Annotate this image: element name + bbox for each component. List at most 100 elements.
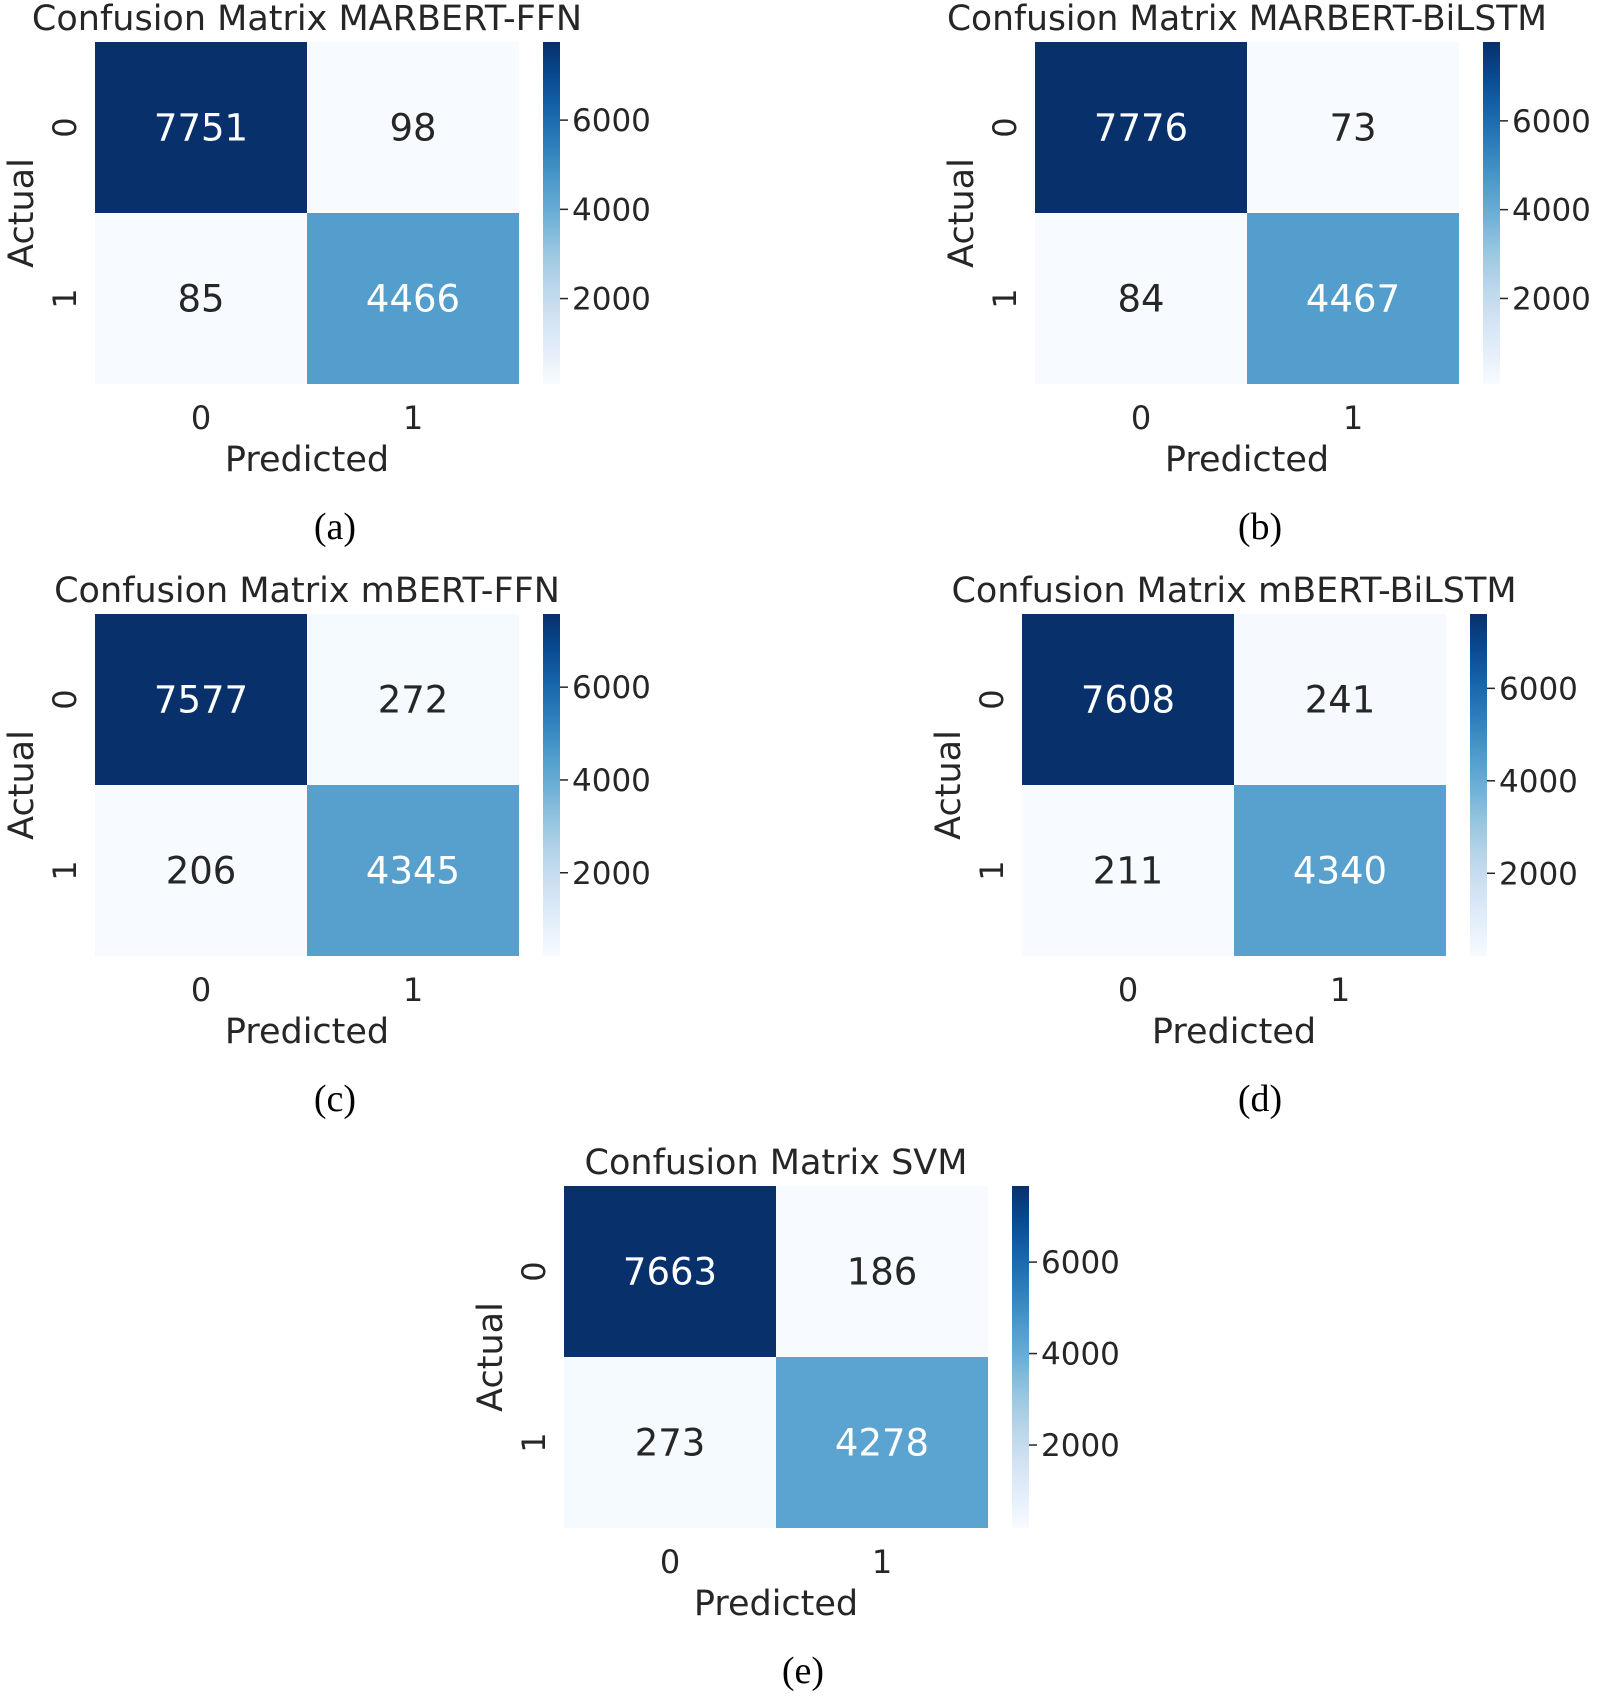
chart-title: Confusion Matrix mBERT-BiLSTM: [951, 571, 1516, 611]
colorbar: [1483, 42, 1500, 384]
cell-value-label: 98: [389, 107, 436, 150]
x-tick-label: 1: [403, 971, 423, 1009]
heatmap-cell: [1022, 614, 1234, 785]
cell-value-label: 4345: [366, 850, 460, 893]
heatmap-chart-c: Confusion Matrix mBERT-FFN 7577 272 206 4345…: [2, 571, 651, 1052]
y-tick-label: 1: [515, 1432, 553, 1452]
cell-value-label: 206: [166, 850, 237, 893]
colorbar-tick-label: 6000: [572, 103, 651, 139]
x-axis-label: Predicted: [1165, 440, 1329, 480]
heatmap-cell: [776, 1357, 988, 1528]
heatmap-cell: [95, 785, 307, 956]
heatmap-cell: [1234, 614, 1446, 785]
heatmap-chart-a: Confusion Matrix MARBERT-FFN 7751 98 85 4466…: [2, 0, 651, 480]
y-tick-label: 0: [46, 117, 84, 137]
colorbar-tick-label: 2000: [1512, 281, 1591, 317]
colorbar-tick-label: 2000: [572, 856, 651, 892]
x-axis-label: Predicted: [225, 1012, 389, 1052]
heatmap-cell: [1234, 785, 1446, 956]
x-tick-label: 1: [1343, 399, 1363, 437]
cell-value-label: 7751: [154, 107, 248, 150]
panel-d: Confusion Matrix mBERT-BiLSTM 7608 241 211 4…: [927, 571, 1605, 1077]
colorbar-tick-label: 2000: [1499, 856, 1578, 892]
cell-value-label: 272: [378, 679, 449, 722]
x-tick-label: 1: [403, 399, 423, 437]
y-tick-label: 1: [46, 288, 84, 308]
heatmap-chart-b: Confusion Matrix MARBERT-BiLSTM 7776 73 84 4…: [942, 0, 1591, 480]
cell-value-label: 241: [1305, 679, 1376, 722]
heatmap-cell: [1247, 213, 1459, 384]
colorbar-tick-label: 6000: [1512, 104, 1591, 140]
cell-value-label: 7577: [154, 679, 248, 722]
colorbar-tick-label: 4000: [572, 192, 651, 228]
y-axis-label: Actual: [2, 158, 42, 268]
x-tick-label: 0: [191, 971, 211, 1009]
heatmap-cell: [307, 213, 519, 384]
heatmap-cell: [1035, 213, 1247, 384]
colorbar-tick-label: 6000: [572, 670, 651, 706]
heatmap-cell: [564, 1186, 776, 1357]
chart-title: Confusion Matrix mBERT-FFN: [54, 571, 560, 611]
x-axis-label: Predicted: [225, 440, 389, 480]
heatmap-cell: [307, 785, 519, 956]
heatmap-cell: [1035, 42, 1247, 213]
colorbar: [1012, 1186, 1029, 1528]
chart-title: Confusion Matrix SVM: [585, 1143, 968, 1183]
y-tick-label: 0: [973, 689, 1011, 709]
x-tick-label: 0: [191, 399, 211, 437]
cell-value-label: 273: [635, 1422, 706, 1465]
panel-e: Confusion Matrix SVM 7663 186 273 4278 0 1 Pred…: [469, 1143, 1149, 1649]
y-tick-label: 0: [986, 117, 1024, 137]
cell-value-label: 4340: [1293, 850, 1387, 893]
heatmap-cell: [307, 614, 519, 785]
heatmap-cell: [776, 1186, 988, 1357]
heatmap-cell: [95, 213, 307, 384]
x-tick-label: 0: [1131, 399, 1151, 437]
cell-value-label: 7663: [623, 1251, 717, 1294]
y-tick-label: 1: [973, 860, 1011, 880]
x-axis-label: Predicted: [1152, 1012, 1316, 1052]
cell-value-label: 84: [1117, 278, 1164, 321]
heatmap-cell: [1247, 42, 1459, 213]
panel-b: Confusion Matrix MARBERT-BiLSTM 7776 73 84 4…: [940, 0, 1605, 505]
caption-a: (a): [313, 506, 357, 548]
y-tick-label: 1: [46, 860, 84, 880]
colorbar-tick-label: 4000: [1512, 193, 1591, 229]
y-tick-label: 1: [986, 288, 1024, 308]
cell-value-label: 85: [177, 278, 224, 321]
chart-title: Confusion Matrix MARBERT-BiLSTM: [947, 0, 1547, 39]
colorbar-tick-label: 6000: [1499, 671, 1578, 707]
heatmap-cell: [95, 42, 307, 213]
heatmap-cell: [564, 1357, 776, 1528]
y-axis-label: Actual: [942, 158, 982, 268]
colorbar: [543, 42, 560, 384]
y-tick-label: 0: [515, 1261, 553, 1281]
heatmap-chart-e: Confusion Matrix SVM 7663 186 273 4278 0 1 Pred…: [471, 1143, 1120, 1624]
heatmap-cell: [307, 42, 519, 213]
y-tick-label: 0: [46, 689, 84, 709]
colorbar-tick-label: 2000: [572, 282, 651, 318]
y-axis-label: Actual: [2, 730, 42, 840]
x-tick-label: 0: [1118, 971, 1138, 1009]
x-axis-label: Predicted: [694, 1584, 858, 1624]
chart-title: Confusion Matrix MARBERT-FFN: [32, 0, 582, 39]
x-tick-label: 1: [872, 1543, 892, 1581]
cell-value-label: 186: [847, 1251, 918, 1294]
y-axis-label: Actual: [929, 730, 969, 840]
colorbar-tick-label: 4000: [1499, 764, 1578, 800]
colorbar: [1470, 614, 1487, 956]
heatmap-chart-d: Confusion Matrix mBERT-BiLSTM 7608 241 211 4…: [929, 571, 1578, 1052]
colorbar-tick-label: 4000: [572, 763, 651, 799]
x-tick-label: 1: [1330, 971, 1350, 1009]
cell-value-label: 73: [1329, 107, 1376, 150]
panel-a: Confusion Matrix MARBERT-FFN 7751 98 85 4466…: [0, 0, 680, 505]
caption-e: (e): [781, 1650, 825, 1692]
cell-value-label: 4466: [366, 278, 460, 321]
cell-value-label: 7776: [1094, 107, 1188, 150]
panel-c: Confusion Matrix mBERT-FFN 7577 272 206 4345…: [0, 571, 680, 1077]
cell-value-label: 4278: [835, 1422, 929, 1465]
heatmap-cell: [1022, 785, 1234, 956]
cell-value-label: 4467: [1306, 278, 1400, 321]
colorbar-tick-label: 6000: [1041, 1245, 1120, 1281]
x-tick-label: 0: [660, 1543, 680, 1581]
